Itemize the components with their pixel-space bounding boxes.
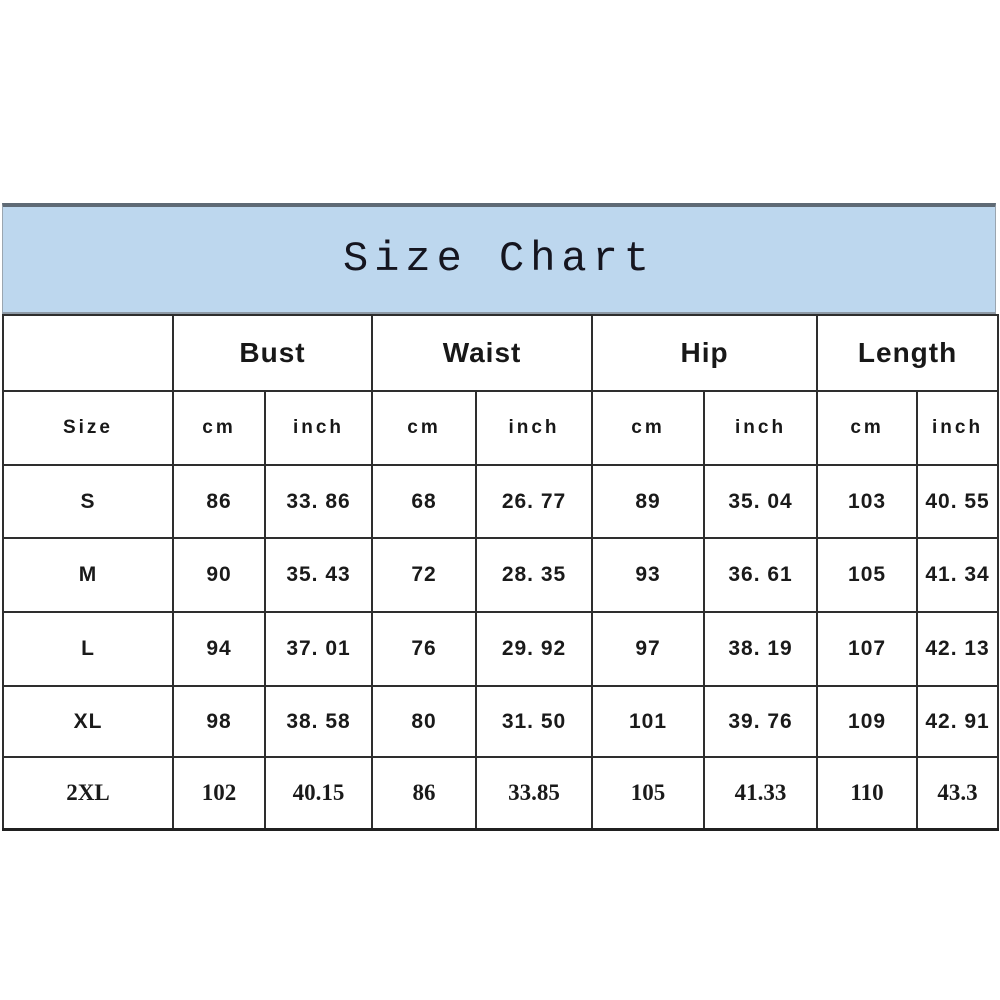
subheader-hip-cm: cm xyxy=(591,390,706,466)
value-cell: 89 xyxy=(591,464,706,539)
title-band: Size Chart xyxy=(2,203,996,314)
size-cell: S xyxy=(2,464,174,539)
value-cell: 35. 43 xyxy=(263,537,374,613)
value-cell: 105 xyxy=(816,537,919,613)
table-subheader-row: Size cm inch cm inch cm inch cm inch xyxy=(2,390,1000,466)
size-cell: XL xyxy=(2,685,174,758)
value-cell: 93 xyxy=(591,537,706,613)
value-cell: 29. 92 xyxy=(475,611,594,687)
value-cell: 37. 01 xyxy=(263,611,374,687)
value-cell: 40.15 xyxy=(263,756,374,830)
subheader-size: Size xyxy=(2,390,174,466)
value-cell: 39. 76 xyxy=(703,685,819,758)
value-cell: 101 xyxy=(591,685,706,758)
subheader-bust-inch: inch xyxy=(263,390,374,466)
value-cell: 76 xyxy=(371,611,478,687)
size-cell: L xyxy=(2,611,174,687)
value-cell: 107 xyxy=(816,611,919,687)
subheader-length-cm: cm xyxy=(816,390,919,466)
value-cell: 94 xyxy=(172,611,266,687)
subheader-waist-cm: cm xyxy=(371,390,478,466)
group-header-bust: Bust xyxy=(171,314,374,392)
value-cell: 98 xyxy=(172,685,266,758)
subheader-waist-inch: inch xyxy=(475,390,594,466)
value-cell: 40. 55 xyxy=(916,464,1000,539)
value-cell: 103 xyxy=(816,464,919,539)
table-row-l: L 94 37. 01 76 29. 92 97 38. 19 107 42. … xyxy=(2,611,1000,687)
table-row-m: M 90 35. 43 72 28. 35 93 36. 61 105 41. … xyxy=(2,537,1000,613)
subheader-bust-cm: cm xyxy=(172,390,266,466)
value-cell: 110 xyxy=(816,756,919,830)
size-table: Bust Waist Hip Length Size cm inch cm in… xyxy=(2,314,1000,831)
size-cell: M xyxy=(2,537,174,613)
value-cell: 80 xyxy=(371,685,478,758)
subheader-hip-inch: inch xyxy=(703,390,819,466)
subheader-length-inch: inch xyxy=(916,390,1000,466)
value-cell: 33. 86 xyxy=(263,464,374,539)
value-cell: 38. 58 xyxy=(263,685,374,758)
table-group-header-row: Bust Waist Hip Length xyxy=(2,314,1000,392)
value-cell: 31. 50 xyxy=(475,685,594,758)
value-cell: 102 xyxy=(172,756,266,830)
size-cell: 2XL xyxy=(2,756,174,830)
value-cell: 41. 34 xyxy=(916,537,1000,613)
value-cell: 97 xyxy=(591,611,706,687)
value-cell: 33.85 xyxy=(475,756,594,830)
value-cell: 42. 13 xyxy=(916,611,1000,687)
value-cell: 86 xyxy=(172,464,266,539)
value-cell: 35. 04 xyxy=(703,464,819,539)
value-cell: 28. 35 xyxy=(475,537,594,613)
value-cell: 26. 77 xyxy=(475,464,594,539)
group-header-length: Length xyxy=(816,314,1000,392)
group-header-hip: Hip xyxy=(591,314,819,392)
value-cell: 41.33 xyxy=(703,756,819,830)
group-header-waist: Waist xyxy=(371,314,594,392)
value-cell: 109 xyxy=(816,685,919,758)
value-cell: 105 xyxy=(591,756,706,830)
value-cell: 68 xyxy=(371,464,478,539)
table-row-xl: XL 98 38. 58 80 31. 50 101 39. 76 109 42… xyxy=(2,685,1000,758)
value-cell: 43.3 xyxy=(916,756,1000,830)
value-cell: 42. 91 xyxy=(916,685,1000,758)
value-cell: 90 xyxy=(172,537,266,613)
value-cell: 72 xyxy=(371,537,478,613)
table-row-2xl: 2XL 102 40.15 86 33.85 105 41.33 110 43.… xyxy=(2,756,1000,830)
value-cell: 38. 19 xyxy=(703,611,819,687)
group-header-empty xyxy=(2,314,174,392)
page-title: Size Chart xyxy=(342,234,656,283)
value-cell: 86 xyxy=(371,756,478,830)
table-row-s: S 86 33. 86 68 26. 77 89 35. 04 103 40. … xyxy=(2,464,1000,539)
value-cell: 36. 61 xyxy=(703,537,819,613)
